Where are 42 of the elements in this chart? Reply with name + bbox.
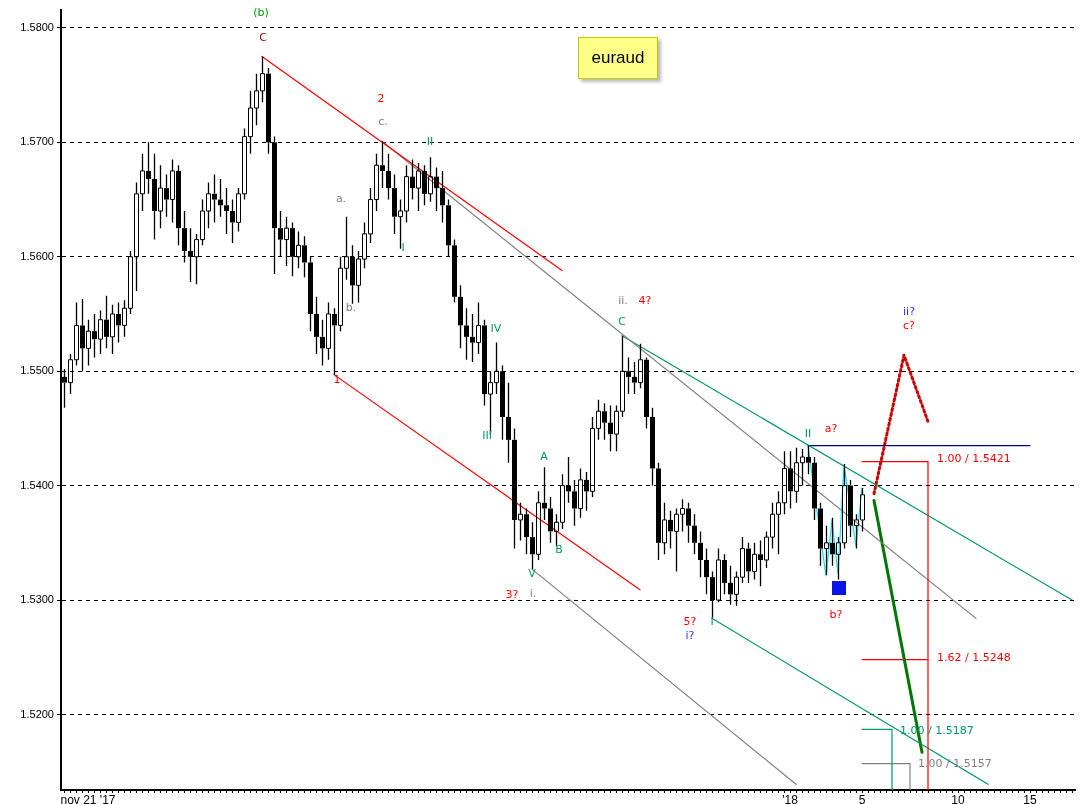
annotation: A bbox=[540, 449, 549, 463]
y-tick-label: 1.5300 bbox=[20, 593, 54, 606]
annotation: 1.62 / 1.5248 bbox=[937, 650, 1011, 664]
annotation: 1.00 / 1.5421 bbox=[937, 451, 1011, 465]
annotation: I bbox=[710, 614, 714, 628]
annotation: IV bbox=[490, 321, 502, 335]
annotation: a? bbox=[824, 421, 838, 435]
annotation: b. bbox=[345, 300, 357, 314]
y-tick-label: 1.5800 bbox=[20, 20, 54, 33]
annotation: I bbox=[401, 240, 405, 254]
annotation: (b) bbox=[253, 5, 269, 19]
y-tick-label: 1.5600 bbox=[20, 249, 54, 262]
annotation: 3? bbox=[505, 587, 519, 601]
annotation: b? bbox=[829, 607, 843, 621]
text: euraud bbox=[578, 37, 658, 79]
x-tick-label: nov 21 '17 bbox=[60, 792, 116, 804]
annotation: B bbox=[555, 542, 563, 556]
annotation: c? bbox=[903, 318, 916, 332]
annotation: 2 bbox=[377, 91, 385, 105]
annotation: II bbox=[804, 426, 812, 440]
y-tick-label: 1.5200 bbox=[20, 707, 54, 720]
x-tick-label: 10 bbox=[951, 792, 965, 804]
annotation: II bbox=[426, 134, 434, 148]
annotation: i? bbox=[685, 628, 695, 642]
y-tick-label: 1.5500 bbox=[20, 364, 54, 377]
x-tick-label: '18 bbox=[782, 792, 799, 804]
annotation: 5? bbox=[683, 614, 697, 628]
x-tick-label: 5 bbox=[858, 792, 866, 804]
y-tick-label: 1.5700 bbox=[20, 135, 54, 148]
annotation: ii? bbox=[903, 304, 916, 318]
annotation: III bbox=[482, 428, 492, 442]
annotation: c. bbox=[378, 114, 388, 128]
annotation: C bbox=[618, 314, 627, 328]
annotation: i. bbox=[529, 586, 537, 600]
x-tick-label: 15 bbox=[1023, 792, 1037, 804]
annotation: C bbox=[259, 30, 268, 44]
annotation: V bbox=[528, 566, 537, 580]
annotation: 1 bbox=[333, 372, 341, 386]
y-tick-label: 1.5400 bbox=[20, 478, 54, 491]
annotation: 4? bbox=[638, 293, 652, 307]
annotation: ii. bbox=[618, 293, 628, 307]
annotation: a. bbox=[335, 191, 347, 205]
